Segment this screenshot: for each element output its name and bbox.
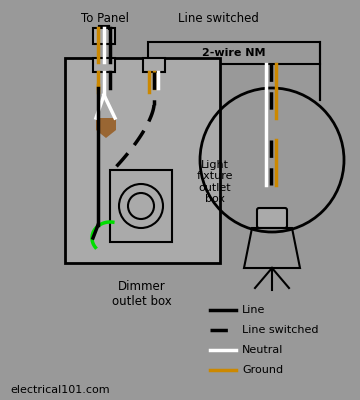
Text: electrical101.com: electrical101.com — [10, 385, 110, 395]
Text: Line: Line — [242, 305, 265, 315]
Text: To Panel: To Panel — [81, 12, 129, 24]
Bar — [110, 170, 172, 242]
Bar — [148, 42, 320, 64]
Text: Line switched: Line switched — [242, 325, 319, 335]
Polygon shape — [96, 118, 116, 138]
Text: 2-wire NM: 2-wire NM — [202, 48, 266, 58]
Text: Dimmer
outlet box: Dimmer outlet box — [112, 280, 172, 308]
Text: Line switched: Line switched — [177, 12, 258, 24]
Bar — [93, 28, 115, 44]
Text: Ground: Ground — [242, 365, 283, 375]
Bar — [65, 58, 220, 263]
Bar — [143, 58, 165, 72]
Text: Light
fixture
outlet
box: Light fixture outlet box — [197, 160, 233, 204]
FancyBboxPatch shape — [257, 208, 287, 228]
Text: Neutral: Neutral — [242, 345, 283, 355]
Bar — [93, 58, 115, 72]
